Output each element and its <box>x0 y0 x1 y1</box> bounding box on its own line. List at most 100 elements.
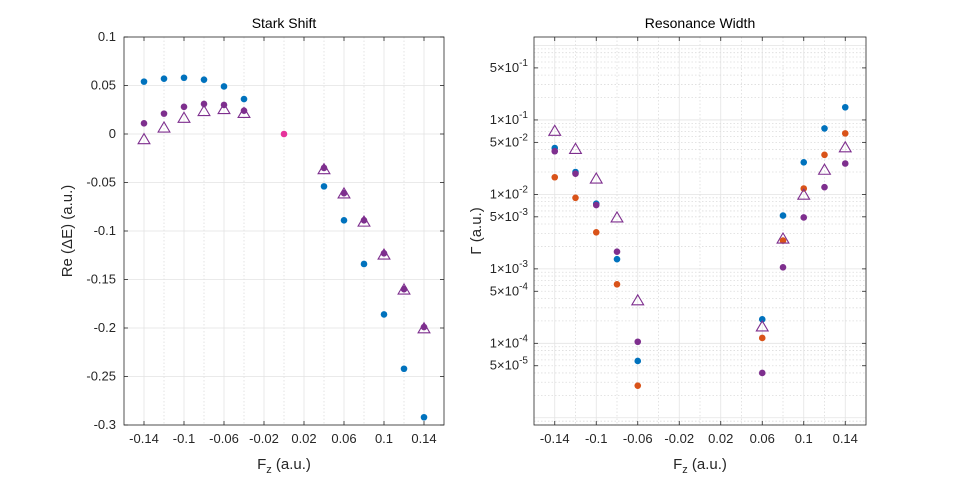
data-point-dot <box>634 357 642 365</box>
data-point-dot <box>140 78 148 85</box>
data-point-dot <box>634 382 642 389</box>
y-tick-label: 1×10-1 <box>490 110 529 127</box>
x-tick-label: 0.02 <box>708 431 733 446</box>
data-point-triangle <box>197 104 211 117</box>
y-tick-label: 1×10-3 <box>490 259 529 276</box>
data-point-triangle <box>776 231 790 244</box>
data-point-triangle <box>547 124 562 136</box>
data-point-dot <box>340 217 348 224</box>
axes-box <box>533 36 867 426</box>
x-tick-label: -0.02 <box>664 431 694 446</box>
data-point-dot <box>240 95 248 103</box>
data-point-dot <box>613 255 621 263</box>
data-point-dot <box>400 365 408 373</box>
x-axis-label: Fz (a.u.) <box>257 456 311 476</box>
data-point-triangle <box>217 102 231 115</box>
y-tick-label: 5×10-2 <box>490 132 529 149</box>
data-point-triangle <box>177 111 191 123</box>
x-tick-label: 0.06 <box>750 431 775 446</box>
data-point-dot <box>800 214 808 221</box>
x-tick-label: -0.14 <box>540 431 570 446</box>
data-point-triangle <box>755 319 770 332</box>
x-tick-label: -0.02 <box>249 431 279 446</box>
data-point-dot <box>551 147 559 155</box>
data-point-triangle <box>397 282 411 295</box>
data-point-dot <box>779 237 787 244</box>
y-axis-label: Re (ΔE) (a.u.) <box>59 185 76 278</box>
y-tick-label: 0 <box>109 126 116 141</box>
y-tick-label: 5×10-3 <box>490 207 529 224</box>
data-point-dot <box>758 369 766 377</box>
data-point-dot <box>220 83 228 90</box>
y-tick-label: -0.3 <box>94 417 116 432</box>
x-tick-label: -0.1 <box>585 431 607 446</box>
data-point-dot <box>420 413 428 421</box>
data-point-triangle <box>610 210 624 223</box>
data-point-dot <box>551 173 559 181</box>
data-point-dot <box>821 183 828 191</box>
data-point-dot <box>380 311 388 318</box>
data-point-triangle <box>630 293 645 306</box>
chart-title: Resonance Width <box>645 15 756 31</box>
x-tick-label: 0.14 <box>833 431 858 446</box>
data-point-triangle <box>817 163 832 175</box>
x-tick-label: -0.06 <box>209 431 239 446</box>
data-point-dot <box>320 183 328 190</box>
data-point-triangle <box>317 162 331 175</box>
data-point-dot <box>779 263 787 271</box>
data-point-dot <box>180 103 188 111</box>
data-point-dot <box>841 130 849 137</box>
data-point-triangle <box>237 106 251 119</box>
y-tick-label: 5×10-4 <box>490 281 529 298</box>
resonance-width-panel: -0.14 -0.1 -0.06 -0.02 0.02 0.06 0.1 0.14 5×10-1… <box>468 15 867 476</box>
data-point-dot <box>592 228 600 236</box>
x-tick-label: -0.1 <box>173 431 195 446</box>
x-tick-label: 0.1 <box>375 431 393 446</box>
y-tick-label: -0.05 <box>86 175 116 190</box>
data-point-dot <box>758 316 766 323</box>
data-point-dot <box>634 338 642 346</box>
stark-shift-panel: -0.14 -0.1 -0.06 -0.02 0.02 0.06 0.1 0.14 -0.3 -0… <box>59 15 445 476</box>
y-axis-label: Γ (a.u.) <box>468 207 485 254</box>
data-point-dot <box>613 248 621 256</box>
x-tick-label: 0.06 <box>331 431 356 446</box>
x-tick-label: 0.1 <box>795 431 813 446</box>
y-tick-label: -0.1 <box>94 223 116 238</box>
data-point-dot <box>160 75 168 83</box>
chart-title: Stark Shift <box>252 15 317 31</box>
data-point-triangle <box>137 132 151 145</box>
y-tick-label: 1×10-2 <box>490 184 529 201</box>
x-tick-label: -0.14 <box>129 431 159 446</box>
data-point-dot <box>160 110 168 117</box>
data-point-dot <box>841 103 849 111</box>
data-point-dot <box>240 107 248 115</box>
data-point-triangle <box>157 120 171 133</box>
data-point-dot <box>592 201 600 209</box>
data-point-dot <box>821 151 828 159</box>
y-tick-label: -0.2 <box>94 320 116 335</box>
data-point-triangle <box>838 140 853 153</box>
x-tick-label: 0.02 <box>291 431 316 446</box>
data-point-dot <box>140 120 148 127</box>
data-point-dot <box>200 100 208 108</box>
y-tick-label: 0.1 <box>98 29 116 44</box>
y-tick-label: 5×10-5 <box>490 356 529 373</box>
data-point-dot <box>613 281 621 288</box>
y-tick-label: -0.25 <box>86 369 116 384</box>
data-point-dot <box>200 76 208 83</box>
data-point-dot <box>821 125 828 132</box>
data-point-triangle <box>589 171 604 184</box>
data-point-dot <box>572 170 579 177</box>
x-axis-label: Fz (a.u.) <box>673 456 727 476</box>
data-point-dot <box>800 158 808 166</box>
y-tick-label: -0.15 <box>86 272 116 287</box>
y-tick-label: 0.05 <box>91 78 116 93</box>
data-point-triangle <box>796 188 811 200</box>
data-point-dot <box>180 74 188 82</box>
data-point-dot <box>841 160 849 167</box>
data-point-triangle <box>357 214 371 227</box>
data-point-triangle <box>377 247 391 260</box>
data-point-dot <box>758 334 766 342</box>
data-point-triangle <box>337 186 351 199</box>
